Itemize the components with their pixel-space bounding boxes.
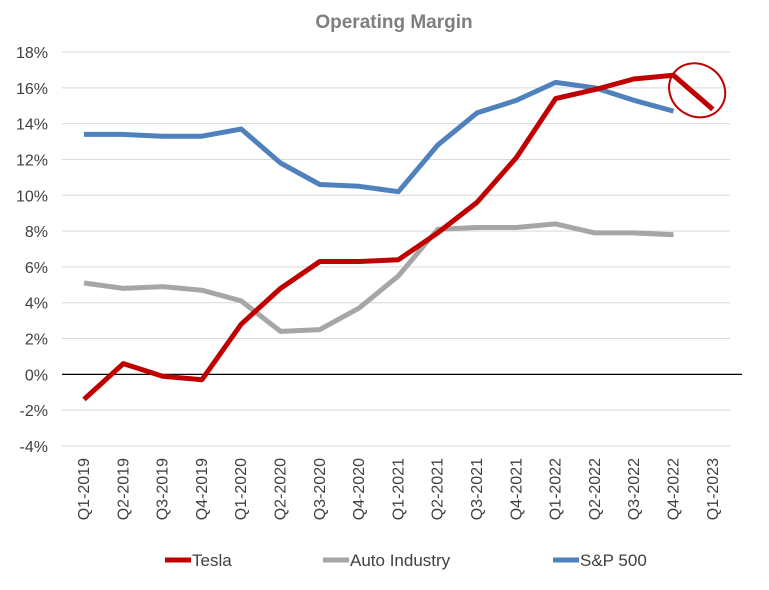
legend: Tesla Auto Industry S&P 500 (165, 551, 647, 570)
x-tick-label: Q4-2021 (508, 458, 525, 520)
y-tick-label: 14% (16, 117, 48, 134)
x-tick-label: Q4-2020 (351, 458, 368, 520)
highlight-circle (668, 62, 727, 119)
x-tick-label: Q2-2021 (430, 458, 447, 520)
x-tick-label: Q2-2019 (115, 458, 132, 520)
x-tick-label: Q1-2022 (548, 458, 565, 520)
legend-item: S&P 500 (553, 551, 647, 570)
y-tick-label: 10% (16, 188, 48, 205)
y-tick-label: -2% (20, 403, 48, 420)
series-line-s-p-500 (84, 79, 675, 195)
x-tick-label: Q3-2022 (626, 458, 643, 520)
x-tick-label: Q1-2020 (233, 458, 250, 520)
plot-area (82, 72, 715, 402)
y-tick-label: 0% (25, 367, 48, 384)
y-tick-label: 16% (16, 81, 48, 98)
y-tick-label: 8% (25, 224, 48, 241)
legend-item: Tesla (165, 551, 232, 570)
x-tick-label: Q3-2019 (155, 458, 172, 520)
y-tick-label: 4% (25, 296, 48, 313)
x-tick-label: Q2-2022 (587, 458, 604, 520)
x-tick-label: Q2-2020 (273, 458, 290, 520)
legend-label: Auto Industry (350, 551, 451, 570)
y-axis: -4% -2% 0% 2% 4% 6% 8% 10% 12% 14% 16% 18% (16, 45, 48, 456)
x-tick-label: Q1-2023 (705, 458, 722, 520)
y-tick-label: 12% (16, 152, 48, 169)
y-tick-label: 6% (25, 260, 48, 277)
y-tick-label: -4% (20, 439, 48, 456)
legend-item: Auto Industry (323, 551, 451, 570)
x-tick-label: Q3-2020 (312, 458, 329, 520)
series-line-auto-industry (83, 221, 674, 334)
x-tick-label: Q4-2019 (194, 458, 211, 520)
y-tick-label: 18% (16, 45, 48, 62)
x-tick-label: Q1-2021 (390, 458, 407, 520)
legend-label: S&P 500 (580, 551, 647, 570)
series-line-tesla (82, 72, 715, 402)
chart-title: Operating Margin (315, 12, 472, 33)
legend-label: Tesla (192, 551, 232, 570)
y-tick-label: 2% (25, 332, 48, 349)
x-tick-label: Q3-2021 (469, 458, 486, 520)
annotation (668, 62, 727, 119)
x-axis: Q1-2019 Q2-2019 Q3-2019 Q4-2019 Q1-2020 Q2-20… (76, 458, 722, 520)
x-tick-label: Q1-2019 (76, 458, 93, 520)
x-tick-label: Q4-2022 (666, 458, 683, 520)
grid (62, 51, 742, 447)
